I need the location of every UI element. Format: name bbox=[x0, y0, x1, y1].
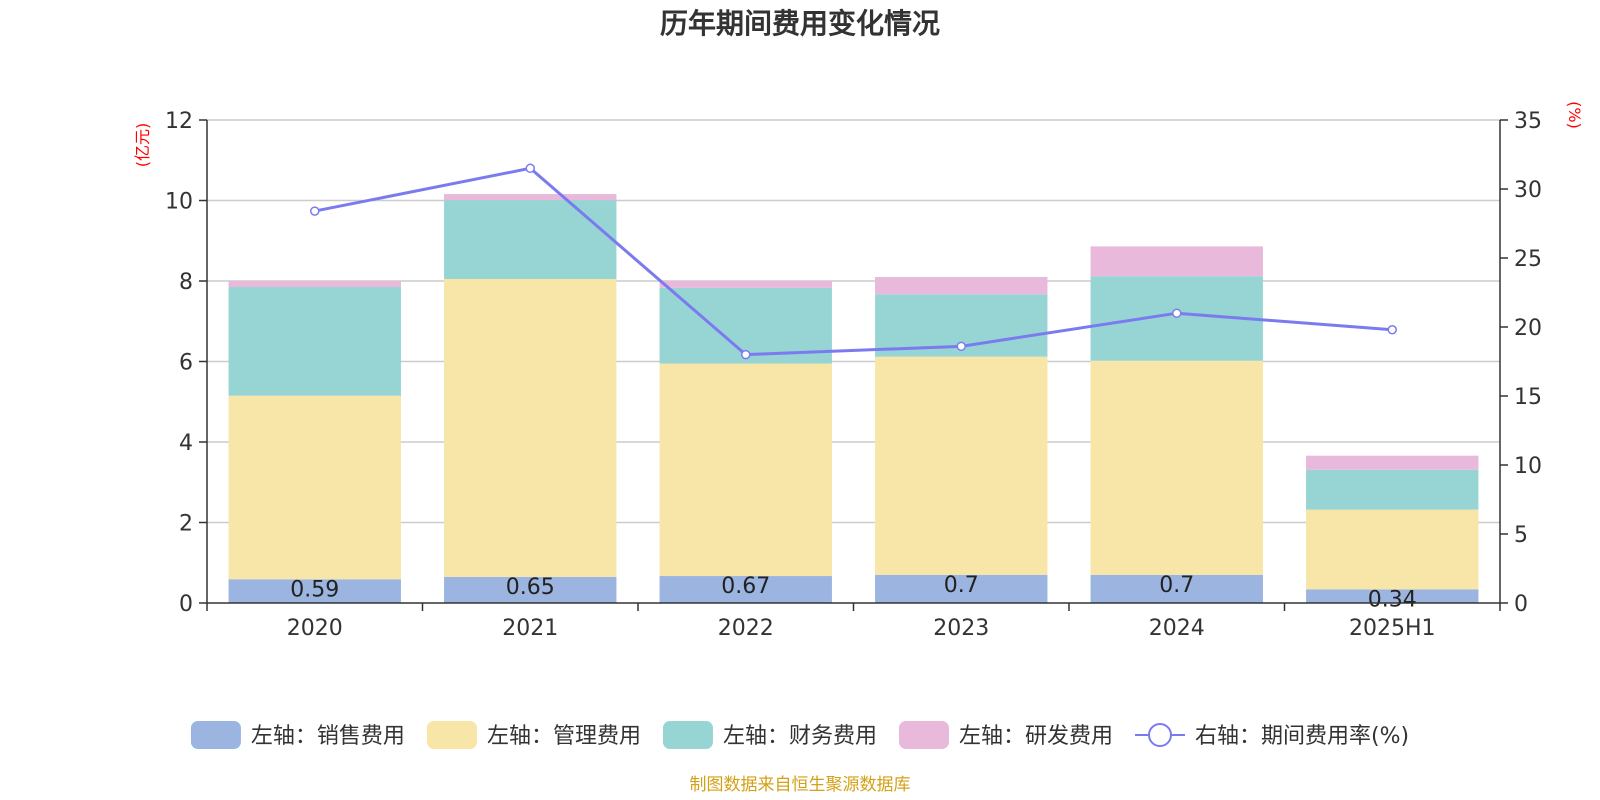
legend-label-4: 左轴：研发费用 bbox=[959, 724, 1113, 749]
bar-segment-2-2021 bbox=[444, 278, 617, 577]
rate-point-2023 bbox=[956, 341, 966, 352]
legend-label-1: 左轴：销售费用 bbox=[251, 724, 405, 749]
bar-segment-2-2023 bbox=[875, 356, 1048, 575]
right-axis-tick-label: 15 bbox=[1514, 385, 1542, 410]
legend-swatch-2 bbox=[426, 721, 477, 749]
rate-line bbox=[314, 166, 1393, 357]
rate-point-2025H1 bbox=[1387, 325, 1397, 335]
left-axis-unit: (亿元) bbox=[133, 123, 152, 168]
right-axis-tick-label: 20 bbox=[1514, 316, 1542, 341]
axes: 0 2 4 6 8 10 12 0 5 10 15 20 25 30 35 2020 2021 2022 2023 2… bbox=[165, 109, 1542, 641]
bar-segment-3-2021 bbox=[444, 200, 617, 279]
right-axis-tick-label: 35 bbox=[1514, 109, 1542, 134]
legend-swatch-4 bbox=[898, 721, 949, 749]
x-axis-tick-label: 2024 bbox=[1149, 616, 1205, 641]
left-axis-tick-label: 10 bbox=[165, 190, 193, 215]
left-axis-tick-label: 4 bbox=[179, 431, 193, 456]
right-axis-tick-label: 25 bbox=[1514, 247, 1542, 272]
bar-segment-1-2023 bbox=[875, 574, 1048, 603]
data-label-2022: 0.67 bbox=[721, 574, 770, 599]
bar-segment-2-2024 bbox=[1090, 360, 1263, 575]
legend-marker bbox=[1147, 723, 1172, 747]
bar-segment-3-2020 bbox=[228, 287, 401, 396]
bar-segment-1-2024 bbox=[1090, 574, 1263, 603]
rate-point-2022 bbox=[741, 349, 751, 360]
legend-label-2: 左轴：管理费用 bbox=[487, 724, 641, 749]
left-axis-tick-label: 6 bbox=[179, 351, 193, 376]
left-axis-tick-label: 8 bbox=[179, 270, 193, 295]
bar-segment-4-2024 bbox=[1090, 246, 1263, 277]
data-label-2025H1: 0.34 bbox=[1368, 587, 1417, 612]
x-axis-tick-label: 2020 bbox=[287, 616, 343, 641]
legend-swatch-3 bbox=[662, 721, 713, 749]
bar-segment-4-2023 bbox=[875, 276, 1048, 295]
bar-segment-1-2022 bbox=[659, 576, 832, 603]
bar-segment-4-2022 bbox=[659, 281, 832, 288]
left-axis-tick-label: 2 bbox=[179, 512, 193, 537]
legend-label-5: 右轴：期间费用率(%) bbox=[1195, 724, 1409, 749]
bar-segment-2-2025H1 bbox=[1306, 509, 1479, 590]
rate-line-series bbox=[310, 163, 1397, 360]
rate-point-2021 bbox=[525, 163, 535, 174]
right-axis-tick-label: 30 bbox=[1514, 178, 1542, 203]
bar-segment-1-2025H1 bbox=[1306, 589, 1479, 603]
right-axis-tick-label: 10 bbox=[1514, 454, 1542, 479]
x-axis-tick-label: 2023 bbox=[933, 616, 989, 641]
bar-segment-1-2020 bbox=[228, 579, 401, 603]
legend-label-3: 左轴：财务费用 bbox=[723, 724, 877, 749]
bar-segment-4-2021 bbox=[444, 194, 617, 201]
bar-segment-3-2025H1 bbox=[1306, 469, 1479, 510]
bar-series: 0.59 0.65 0.67 0.7 0.7 0.34 bbox=[228, 194, 1479, 612]
bar-segment-2-2022 bbox=[659, 363, 832, 577]
bar-segment-2-2020 bbox=[228, 395, 401, 580]
chart-title: 历年期间费用变化情况 bbox=[660, 7, 940, 40]
data-label-2021: 0.65 bbox=[506, 575, 555, 600]
left-axis-tick-label: 0 bbox=[179, 592, 193, 617]
x-axis-tick-label: 2021 bbox=[502, 616, 558, 641]
left-axis-tick-label: 12 bbox=[165, 109, 193, 134]
right-axis-tick-label: 5 bbox=[1514, 523, 1528, 548]
data-label-2020: 0.59 bbox=[290, 577, 339, 602]
legend-swatch-1 bbox=[190, 721, 241, 749]
x-axis-tick-label: 2025H1 bbox=[1349, 616, 1436, 641]
data-label-2024: 0.7 bbox=[1159, 573, 1194, 598]
legend: 左轴：销售费用 左轴：管理费用 左轴：财务费用 左轴：研发费用 右轴：期间费用率(%) bbox=[190, 721, 1409, 749]
data-label-2023: 0.7 bbox=[944, 573, 979, 598]
source-note: 制图数据来自恒生聚源数据库 bbox=[690, 775, 911, 795]
rate-point-2020 bbox=[310, 206, 320, 216]
x-axis-tick-label: 2022 bbox=[718, 616, 774, 641]
right-axis-unit: (%) bbox=[1565, 101, 1584, 129]
bar-segment-4-2020 bbox=[228, 281, 401, 288]
grid-lines bbox=[207, 119, 1500, 524]
rate-point-2024 bbox=[1172, 308, 1182, 318]
right-axis-tick-label: 0 bbox=[1514, 592, 1528, 617]
bar-segment-4-2025H1 bbox=[1306, 455, 1479, 470]
bar-segment-1-2021 bbox=[444, 576, 617, 603]
